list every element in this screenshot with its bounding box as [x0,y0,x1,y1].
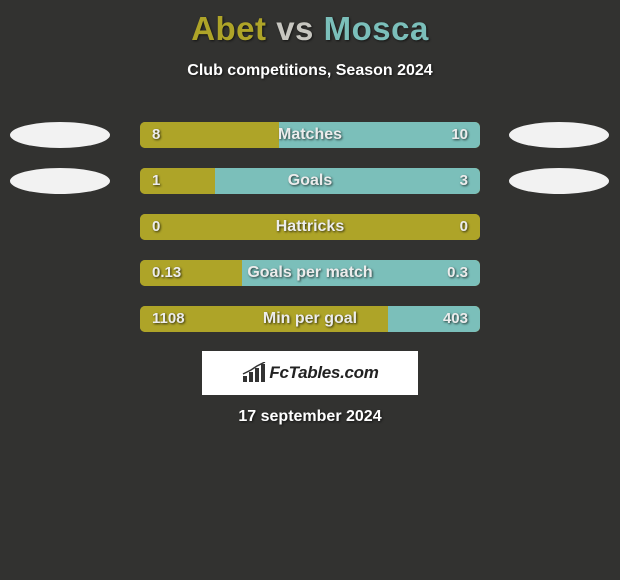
bar-right [215,168,480,194]
stat-row: Hattricks00 [0,214,620,240]
stat-row: Goals13 [0,168,620,194]
comparison-chart: Matches810 Goals13 Hattricks00 Goals per ma… [0,122,620,352]
bar-right [388,306,480,332]
subtitle: Club competitions, Season 2024 [0,62,620,80]
title-vs: vs [276,10,314,47]
stats-comparison-card: Abet vs Mosca Club competitions, Season … [0,0,620,580]
bar-track [140,306,480,332]
bar-right [242,260,480,286]
bar-chart-icon [241,362,267,384]
title-player-left: Abet [191,10,266,47]
bar-right [279,122,480,148]
brand-badge[interactable]: FcTables.com [202,351,418,395]
bar-track [140,122,480,148]
stat-row: Matches810 [0,122,620,148]
bar-track [140,260,480,286]
page-title: Abet vs Mosca [0,0,620,48]
bar-left [140,260,242,286]
stat-row: Min per goal1108403 [0,306,620,332]
player-marker-left [10,122,110,148]
bar-left [140,306,388,332]
bar-track [140,168,480,194]
player-marker-left [10,168,110,194]
bar-left [140,122,279,148]
bar-track [140,214,480,240]
stat-row: Goals per match0.130.3 [0,260,620,286]
bar-left [140,214,480,240]
player-marker-right [509,168,609,194]
date-line: 17 september 2024 [0,408,620,426]
title-player-right: Mosca [324,10,429,47]
player-marker-right [509,122,609,148]
brand-text: FcTables.com [269,363,378,383]
bar-left [140,168,215,194]
